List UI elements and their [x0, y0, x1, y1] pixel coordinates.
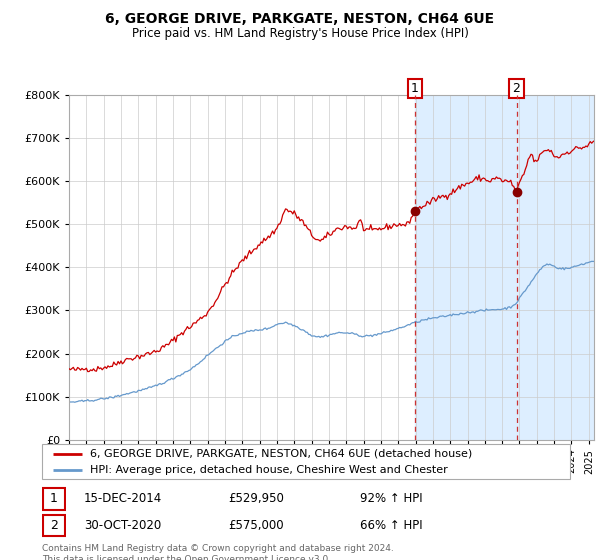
Text: 66% ↑ HPI: 66% ↑ HPI: [360, 519, 422, 532]
Text: 92% ↑ HPI: 92% ↑ HPI: [360, 492, 422, 506]
Text: £529,950: £529,950: [228, 492, 284, 506]
Text: £575,000: £575,000: [228, 519, 284, 532]
Text: 2: 2: [50, 519, 58, 532]
Bar: [415, 95, 600, 440]
FancyBboxPatch shape: [43, 488, 65, 510]
Text: 6, GEORGE DRIVE, PARKGATE, NESTON, CH64 6UE (detached house): 6, GEORGE DRIVE, PARKGATE, NESTON, CH64 …: [89, 449, 472, 459]
Text: 30-OCT-2020: 30-OCT-2020: [84, 519, 161, 532]
Text: HPI: Average price, detached house, Cheshire West and Chester: HPI: Average price, detached house, Ches…: [89, 465, 447, 475]
Text: 2: 2: [512, 82, 520, 95]
FancyBboxPatch shape: [43, 515, 65, 536]
FancyBboxPatch shape: [42, 444, 570, 479]
Text: Price paid vs. HM Land Registry's House Price Index (HPI): Price paid vs. HM Land Registry's House …: [131, 27, 469, 40]
Text: 6, GEORGE DRIVE, PARKGATE, NESTON, CH64 6UE: 6, GEORGE DRIVE, PARKGATE, NESTON, CH64 …: [106, 12, 494, 26]
Text: 15-DEC-2014: 15-DEC-2014: [84, 492, 162, 506]
Text: 1: 1: [50, 492, 58, 506]
Text: Contains HM Land Registry data © Crown copyright and database right 2024.
This d: Contains HM Land Registry data © Crown c…: [42, 544, 394, 560]
Text: 1: 1: [411, 82, 419, 95]
